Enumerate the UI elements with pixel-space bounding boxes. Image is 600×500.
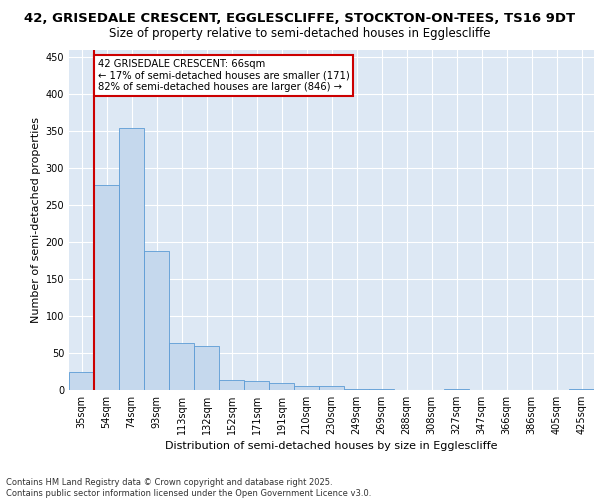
- Bar: [244, 381, 269, 390]
- Bar: [169, 344, 194, 390]
- Bar: [444, 388, 469, 390]
- Bar: [194, 346, 219, 390]
- Bar: [219, 380, 244, 390]
- Text: Size of property relative to semi-detached houses in Egglescliffe: Size of property relative to semi-detach…: [109, 28, 491, 40]
- Text: 42, GRISEDALE CRESCENT, EGGLESCLIFFE, STOCKTON-ON-TEES, TS16 9DT: 42, GRISEDALE CRESCENT, EGGLESCLIFFE, ST…: [25, 12, 575, 26]
- Y-axis label: Number of semi-detached properties: Number of semi-detached properties: [31, 117, 41, 323]
- Bar: [119, 128, 144, 390]
- Bar: [69, 372, 94, 390]
- Bar: [319, 386, 344, 390]
- Bar: [569, 388, 594, 390]
- Text: Contains HM Land Registry data © Crown copyright and database right 2025.
Contai: Contains HM Land Registry data © Crown c…: [6, 478, 371, 498]
- Text: 42 GRISEDALE CRESCENT: 66sqm
← 17% of semi-detached houses are smaller (171)
82%: 42 GRISEDALE CRESCENT: 66sqm ← 17% of se…: [98, 59, 349, 92]
- Bar: [94, 184, 119, 390]
- X-axis label: Distribution of semi-detached houses by size in Egglescliffe: Distribution of semi-detached houses by …: [165, 441, 498, 451]
- Bar: [144, 251, 169, 390]
- Bar: [269, 384, 294, 390]
- Bar: [294, 386, 319, 390]
